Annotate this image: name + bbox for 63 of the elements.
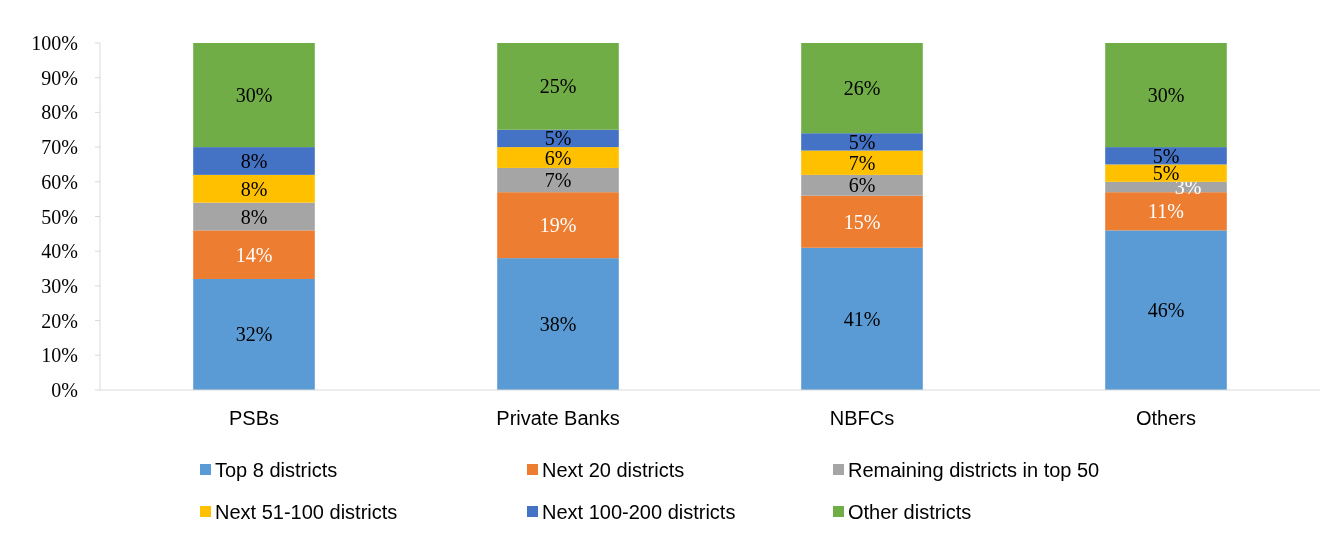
bar <box>801 43 923 134</box>
bar <box>497 258 619 390</box>
y-tick-label: 30% <box>41 274 78 297</box>
data-label: 30% <box>1147 84 1185 107</box>
bar <box>1105 147 1227 165</box>
data-label: 14% <box>235 243 273 266</box>
y-tick-label: 60% <box>41 170 78 193</box>
data-label: 32% <box>235 323 273 346</box>
data-label: 5% <box>848 130 876 153</box>
bar <box>497 147 619 168</box>
y-tick-label: 0% <box>51 379 78 401</box>
bar <box>801 195 923 248</box>
data-label: 26% <box>843 77 881 100</box>
bar <box>801 247 923 390</box>
bar <box>1105 230 1227 390</box>
bar <box>193 278 315 390</box>
legend-label: Next 51-100 districts <box>215 501 398 523</box>
bar <box>1105 164 1227 182</box>
y-tick-label: 70% <box>41 136 78 159</box>
legend-label: Top 8 districts <box>215 459 338 481</box>
y-tick-label: 40% <box>41 240 78 263</box>
y-tick-label: 10% <box>41 344 78 367</box>
y-tick-label: 50% <box>41 205 78 228</box>
bar <box>193 202 315 231</box>
bar <box>193 230 315 279</box>
bar <box>193 147 315 175</box>
bar <box>1105 43 1227 148</box>
data-label: 38% <box>539 313 577 336</box>
bar <box>801 174 923 196</box>
x-tick-label: PSBs <box>228 407 280 429</box>
bar <box>801 150 923 175</box>
data-label: 15% <box>843 210 881 233</box>
data-label: 41% <box>843 307 881 330</box>
data-label: 30% <box>235 84 273 107</box>
data-label: 8% <box>240 177 268 200</box>
legend-label: Next 20 districts <box>542 459 685 481</box>
bar <box>193 174 315 203</box>
data-label: 7% <box>544 169 572 192</box>
legend-label: Next 100-200 districts <box>542 501 736 523</box>
y-tick-label: 90% <box>41 66 78 89</box>
bar <box>801 133 923 151</box>
bar <box>1105 192 1227 231</box>
y-tick-label: 100% <box>31 32 78 54</box>
x-tick-label: Others <box>1135 407 1197 429</box>
data-label: 25% <box>539 75 577 98</box>
y-tick-label: 80% <box>41 101 78 124</box>
data-label: 6% <box>848 174 876 197</box>
bar <box>497 192 619 259</box>
bar <box>497 167 619 193</box>
bar <box>193 43 315 148</box>
data-label: 46% <box>1147 299 1185 322</box>
bar <box>497 43 619 130</box>
bar <box>497 129 619 148</box>
y-tick-label: 20% <box>41 309 78 332</box>
x-tick-label: Private Banks <box>496 407 620 429</box>
data-label: 11% <box>1148 200 1184 223</box>
data-label: 8% <box>240 149 268 172</box>
legend-label: Remaining districts in top 50 <box>848 459 1100 481</box>
data-label: 7% <box>848 151 876 174</box>
data-label: 19% <box>539 214 577 237</box>
legend-label: Other districts <box>848 501 972 523</box>
data-label: 8% <box>240 205 268 228</box>
x-tick-label: NBFCs <box>829 407 895 429</box>
